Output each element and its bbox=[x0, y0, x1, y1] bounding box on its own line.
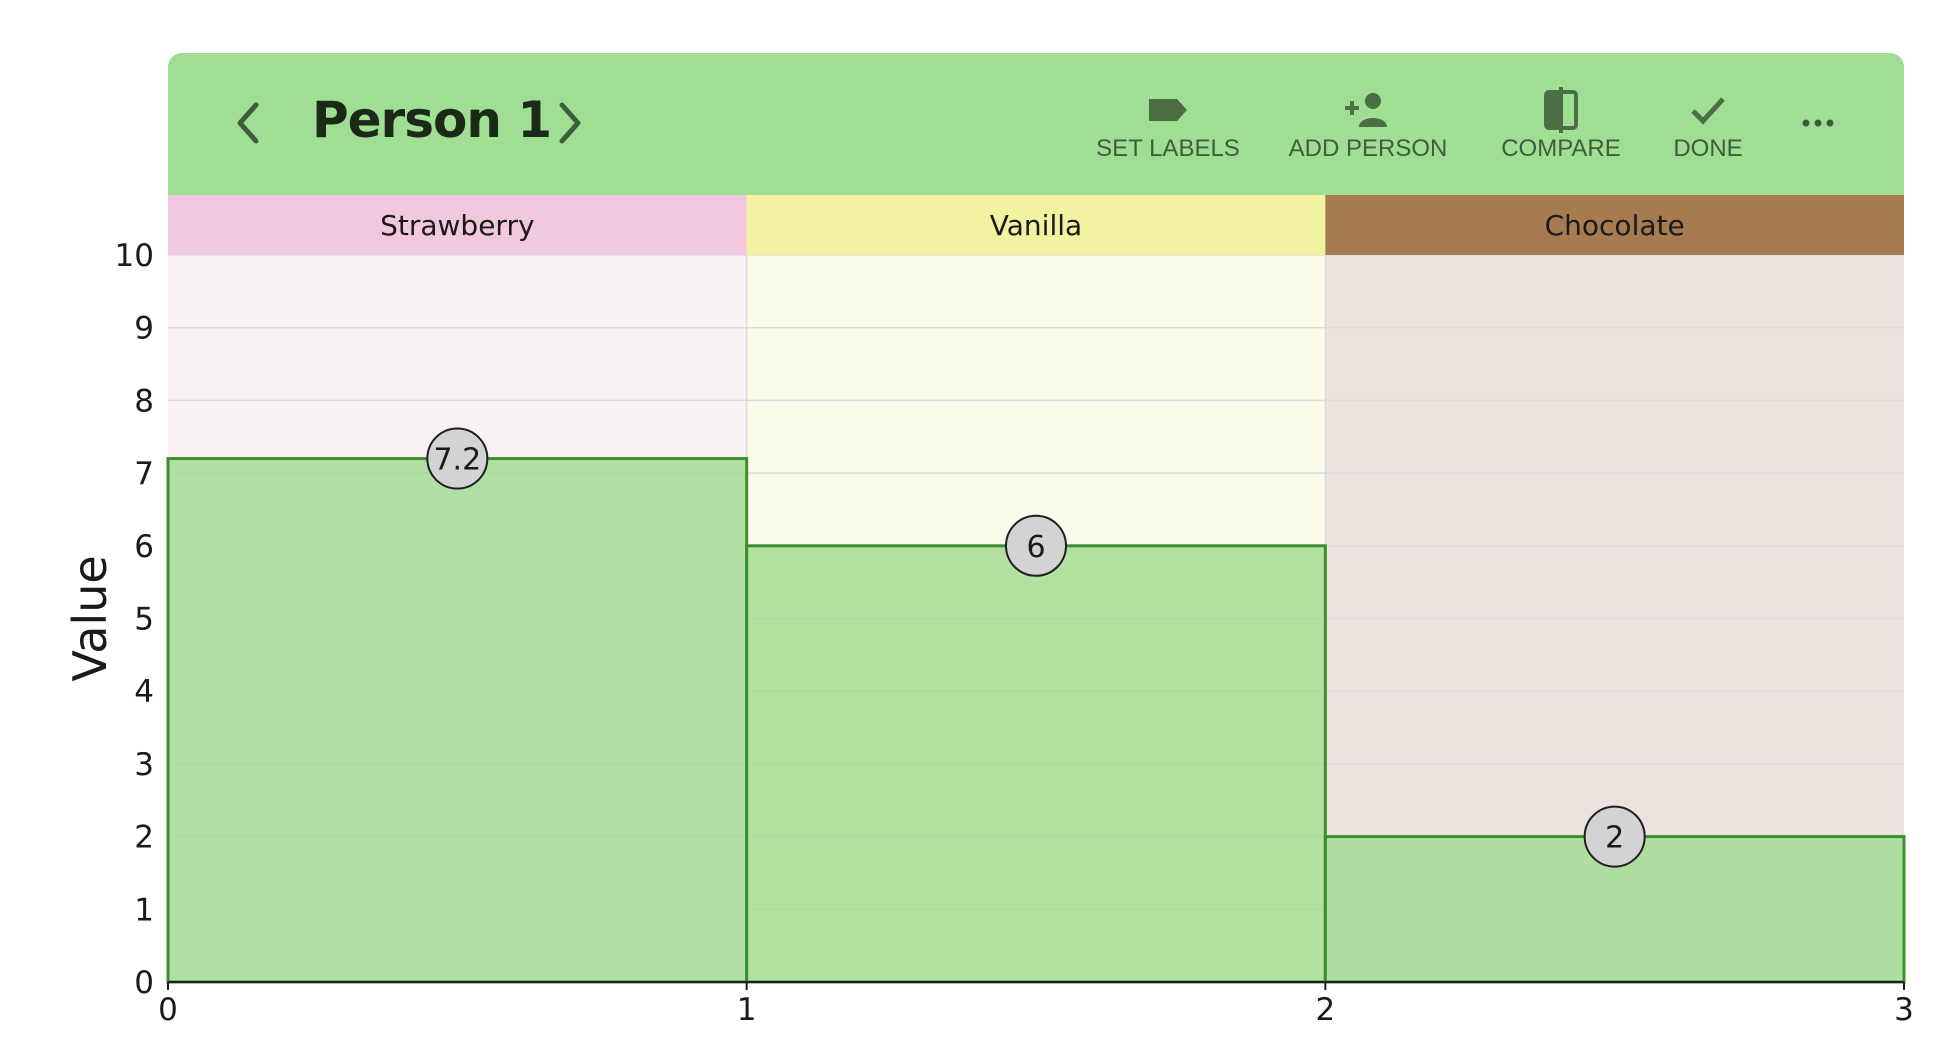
done-label: DONE bbox=[1673, 135, 1743, 162]
y-tick-label: 9 bbox=[134, 311, 154, 347]
x-tick-label: 3 bbox=[1894, 992, 1914, 1028]
bar bbox=[745, 544, 1327, 984]
prev-person-button[interactable] bbox=[220, 93, 280, 153]
y-tick-label: 4 bbox=[134, 674, 154, 710]
set-labels-button[interactable]: SET LABELS bbox=[1088, 87, 1248, 173]
data-label: 7.2 bbox=[433, 443, 481, 478]
category-header bbox=[746, 195, 1326, 255]
category-header bbox=[1325, 195, 1904, 255]
category-label: Strawberry bbox=[380, 209, 534, 242]
data-label: 2 bbox=[1605, 821, 1624, 856]
set-labels-label: SET LABELS bbox=[1096, 135, 1240, 162]
y-tick-label: 0 bbox=[134, 965, 154, 1001]
data-label: 6 bbox=[1026, 530, 1045, 565]
y-tick-label: 10 bbox=[115, 238, 154, 274]
value-handle bbox=[1005, 514, 1067, 577]
check-icon bbox=[1658, 87, 1758, 133]
label-tag-icon bbox=[1088, 87, 1248, 133]
done-button[interactable]: DONE bbox=[1658, 87, 1758, 173]
compare-label: COMPARE bbox=[1501, 135, 1621, 162]
more-button[interactable] bbox=[1788, 87, 1848, 173]
more-horizontal-icon bbox=[1788, 87, 1848, 133]
y-axis-label: Value bbox=[63, 555, 117, 681]
y-tick-label: 3 bbox=[134, 747, 154, 783]
bar bbox=[166, 457, 749, 984]
x-tick-label: 2 bbox=[1315, 992, 1335, 1028]
x-tick-label: 1 bbox=[737, 992, 757, 1028]
category-label: Chocolate bbox=[1545, 209, 1685, 242]
y-tick-label: 7 bbox=[134, 456, 154, 492]
add-person-label: ADD PERSON bbox=[1288, 135, 1448, 162]
person-add-icon bbox=[1278, 87, 1458, 133]
category-header bbox=[168, 195, 747, 255]
compare-icon bbox=[1486, 87, 1636, 133]
add-person-button[interactable]: ADD PERSON bbox=[1278, 87, 1458, 173]
chevron-right-icon bbox=[559, 102, 581, 144]
x-tick-label: 0 bbox=[158, 992, 178, 1028]
next-person-button[interactable] bbox=[538, 93, 598, 153]
toolbar: Person 1 SET LABELS ADD PERSON bbox=[168, 53, 1904, 195]
y-tick-label: 6 bbox=[134, 529, 154, 565]
chevron-left-icon bbox=[237, 102, 259, 144]
value-handle bbox=[1583, 805, 1646, 868]
compare-button[interactable]: COMPARE bbox=[1486, 87, 1636, 173]
person-title: Person 1 bbox=[312, 91, 552, 149]
y-tick-label: 5 bbox=[134, 602, 154, 638]
category-label: Vanilla bbox=[990, 209, 1082, 242]
y-tick-label: 1 bbox=[134, 892, 154, 928]
y-tick-label: 8 bbox=[134, 383, 154, 419]
value-handle bbox=[426, 427, 489, 490]
y-tick-label: 2 bbox=[134, 820, 154, 856]
